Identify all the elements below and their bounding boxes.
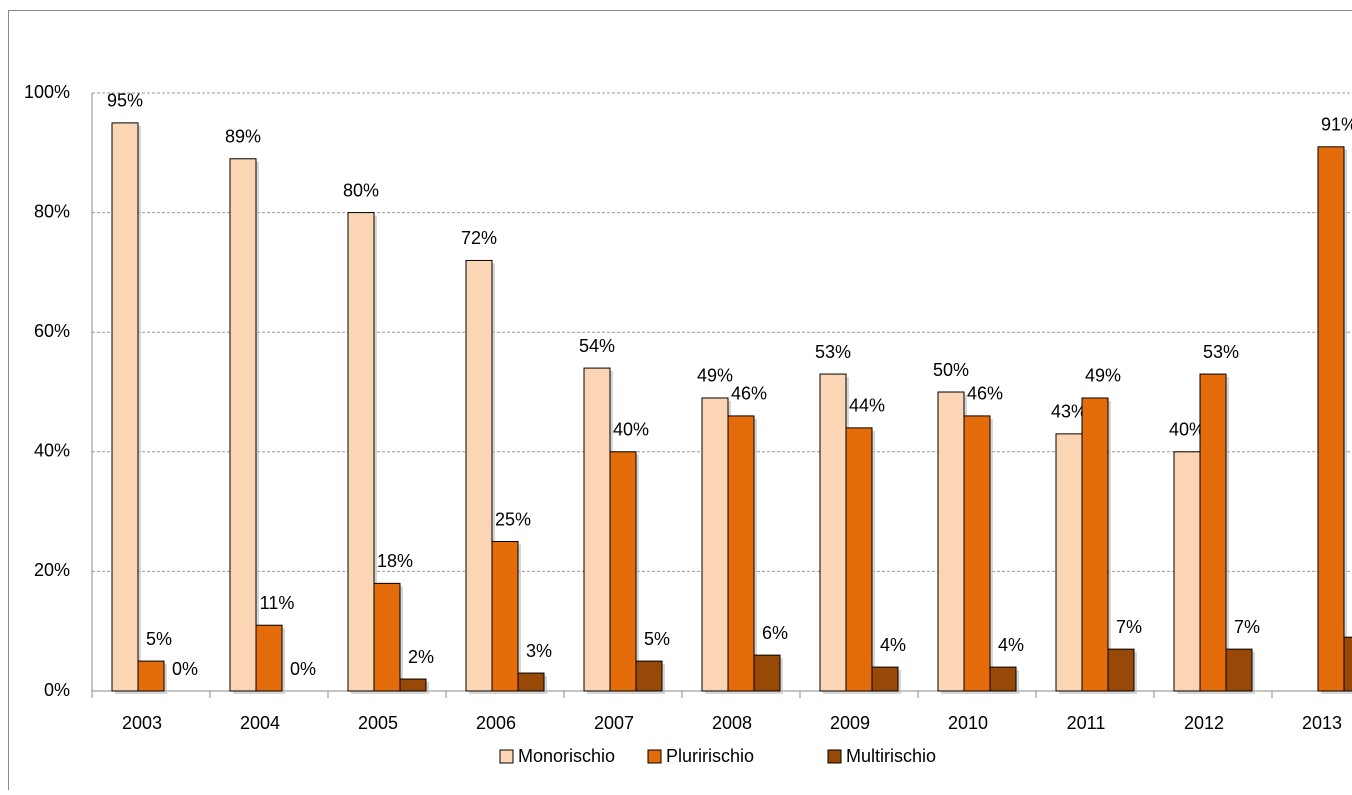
y-tick-label: 40% <box>34 441 70 461</box>
data-label: 44% <box>849 396 885 416</box>
x-tick-label: 2009 <box>830 713 870 733</box>
bar <box>990 667 1016 691</box>
bar <box>1318 147 1344 691</box>
bar <box>754 655 780 691</box>
bar <box>112 123 138 691</box>
data-label: 49% <box>1085 366 1121 386</box>
data-label: 18% <box>377 551 413 571</box>
data-label: 7% <box>1234 617 1260 637</box>
y-tick-label: 0% <box>44 680 70 700</box>
bar <box>964 416 990 691</box>
data-label: 11% <box>260 593 295 613</box>
data-label: 2% <box>408 647 434 667</box>
bar <box>256 625 282 691</box>
data-label: 46% <box>967 384 1003 404</box>
legend-label: Monorischio <box>518 746 615 766</box>
bar <box>1174 452 1200 691</box>
x-tick-label: 2005 <box>358 713 398 733</box>
data-label: 53% <box>815 342 851 362</box>
y-tick-label: 80% <box>34 201 70 221</box>
data-label: 25% <box>495 509 531 529</box>
y-tick-label: 20% <box>34 560 70 580</box>
data-label: 50% <box>933 360 969 380</box>
data-label: 95% <box>107 91 143 111</box>
bar <box>374 583 400 691</box>
data-label: 72% <box>461 228 497 248</box>
data-label: 4% <box>880 635 906 655</box>
x-tick-label: 2010 <box>948 713 988 733</box>
data-label: 6% <box>762 623 788 643</box>
chart-frame <box>9 11 1352 791</box>
bar <box>636 661 662 691</box>
data-label: 53% <box>1203 342 1239 362</box>
legend-label: Multirischio <box>846 746 936 766</box>
bar <box>466 260 492 691</box>
bar <box>702 398 728 691</box>
data-label: 49% <box>697 366 733 386</box>
data-label: 3% <box>526 641 552 661</box>
x-tick-label: 2006 <box>476 713 516 733</box>
bar <box>584 368 610 691</box>
data-label: 40% <box>613 420 649 440</box>
legend-swatch <box>500 750 513 763</box>
bar <box>1108 649 1134 691</box>
bar <box>230 159 256 691</box>
x-tick-label: 2004 <box>240 713 280 733</box>
data-label: 91% <box>1321 115 1352 135</box>
bar <box>1082 398 1108 691</box>
bar <box>400 679 426 691</box>
data-label: 89% <box>225 127 261 147</box>
x-tick-label: 2013 <box>1302 713 1342 733</box>
data-label: 7% <box>1116 617 1142 637</box>
bar <box>1344 637 1352 691</box>
x-tick-label: 2007 <box>594 713 634 733</box>
bar <box>138 661 164 691</box>
data-label: 54% <box>579 336 615 356</box>
bar <box>728 416 754 691</box>
y-tick-label: 60% <box>34 321 70 341</box>
bar <box>872 667 898 691</box>
legend-swatch <box>648 750 661 763</box>
bar <box>1226 649 1252 691</box>
bar <box>1200 374 1226 691</box>
bar <box>938 392 964 691</box>
bar <box>820 374 846 691</box>
x-tick-label: 2008 <box>712 713 752 733</box>
legend-swatch <box>828 750 841 763</box>
data-label: 5% <box>146 629 172 649</box>
legend-label: Pluririschio <box>666 746 754 766</box>
x-tick-label: 2011 <box>1067 713 1106 733</box>
data-label: 5% <box>644 629 670 649</box>
bar <box>518 673 544 691</box>
data-label: 4% <box>998 635 1024 655</box>
x-tick-label: 2003 <box>122 713 162 733</box>
data-label: 46% <box>731 384 767 404</box>
bar <box>846 428 872 691</box>
bar <box>610 452 636 691</box>
data-label: 80% <box>343 180 379 200</box>
bar <box>348 213 374 691</box>
bar <box>492 542 518 692</box>
y-tick-label: 100% <box>24 82 70 102</box>
data-label: 0% <box>172 659 198 679</box>
bar <box>1056 434 1082 691</box>
x-tick-label: 2012 <box>1184 713 1224 733</box>
data-label: 0% <box>290 659 316 679</box>
